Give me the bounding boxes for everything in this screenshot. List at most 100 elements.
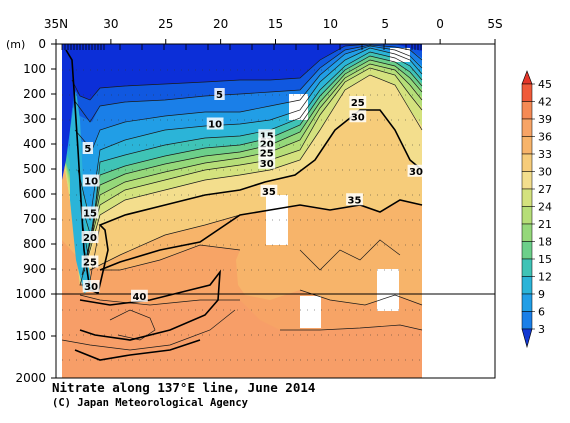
contour-label-bg (260, 184, 278, 197)
nitrate-band-below-3 (62, 44, 425, 100)
colorbar-label: 39 (538, 113, 552, 126)
x-tick-label: 30 (103, 17, 118, 31)
colorbar-segment (521, 153, 533, 172)
y-axis: 0 100 200 300 400 500 600 700 800 900 1000 1500 2000 (15, 37, 56, 385)
colorbar-segment (521, 83, 533, 102)
contour-label: 10 (208, 120, 222, 131)
contour-label-bg (346, 193, 363, 206)
colorbar-label: 9 (538, 288, 545, 301)
colorbar-label: 12 (538, 271, 552, 284)
colorbar-segment (521, 223, 533, 242)
colorbar-segment (521, 101, 533, 120)
contour-label: 35 (348, 195, 362, 206)
colorbar-label: 15 (538, 253, 552, 266)
y-tick-label: 1500 (15, 329, 46, 343)
colorbar-label: 45 (538, 78, 552, 91)
coast-gap (56, 44, 62, 378)
contour-label: 25 (351, 98, 365, 109)
y-tick-label: 800 (23, 237, 46, 251)
y-tick-label: 400 (23, 137, 46, 151)
y-axis-unit-label: (m) (6, 38, 25, 51)
colorbar-segment (521, 293, 533, 312)
colorbar-label: 21 (538, 218, 552, 231)
contour-label-bg (258, 156, 276, 169)
y-tick-label: 600 (23, 187, 46, 201)
contour-label-bg (258, 146, 276, 159)
contour-label: 30 (351, 112, 365, 123)
contour-label-bg (407, 164, 425, 177)
x-tick-label: 0 (436, 17, 444, 31)
colorbar-segment (521, 276, 533, 295)
colorbar-label: 24 (538, 201, 552, 214)
missing-data-box (300, 296, 321, 328)
colorbar-segment (521, 136, 533, 155)
colorbar-label: 30 (538, 166, 552, 179)
colorbar-segment (521, 171, 533, 190)
x-tick-label: 35N (44, 17, 68, 31)
colorbar-label: 3 (538, 323, 545, 336)
x-tick-label: 5S (487, 17, 502, 31)
contour-label-bg (131, 289, 148, 302)
contour-label: 20 (83, 233, 97, 244)
contour-label-bg (82, 142, 94, 154)
colorbar-extend-min (521, 328, 533, 349)
contour-label: 25 (260, 149, 274, 160)
y-tick-label: 0 (38, 37, 46, 51)
y-tick-label: 200 (23, 87, 46, 101)
contour-label: 5 (216, 90, 223, 101)
contour-label: 15 (260, 131, 274, 142)
x-tick-label: 5 (381, 17, 389, 31)
contour-label: 35 (262, 187, 276, 198)
y-tick-label: 700 (23, 212, 46, 226)
x-tick-label: 25 (158, 17, 173, 31)
contour-label-bg (349, 96, 367, 108)
colorbar-segment (521, 241, 533, 260)
contour-label-bg (206, 117, 224, 130)
y-tick-label: 1000 (15, 287, 46, 301)
contour-lines-major (65, 49, 423, 361)
x-tick-label: 15 (268, 17, 283, 31)
colorbar: 45 42 39 36 33 30 27 24 21 18 15 12 9 6 3 (521, 70, 552, 349)
colorbar-label: 18 (538, 236, 552, 249)
contour-label: 40 (132, 292, 146, 303)
contour-label-bg (81, 231, 99, 243)
contour-label-bg (214, 88, 225, 100)
y-tick-label: 300 (23, 112, 46, 126)
colorbar-label: 36 (538, 131, 552, 144)
x-axis: 35N 30 25 20 15 10 5 0 5S (44, 17, 503, 44)
contour-label: 15 (83, 209, 97, 220)
missing-data-box (266, 195, 288, 245)
nitrate-coastal-low (62, 44, 74, 180)
chart-title: Nitrate along 137°E line, June 2014 (52, 380, 316, 395)
contour-label-bg (82, 280, 100, 292)
contour-label-bg (81, 255, 99, 268)
missing-data-box (390, 48, 410, 62)
contour-label-bg (349, 110, 367, 123)
station-ticks (61, 44, 422, 50)
y-tick-label: 500 (23, 162, 46, 176)
colorbar-segment (521, 206, 533, 225)
contour-label: 20 (260, 140, 274, 151)
contour-label: 30 (409, 167, 423, 178)
y-tick-label: 2000 (15, 371, 46, 385)
no-data-region (422, 44, 495, 378)
colorbar-label: 33 (538, 148, 552, 161)
x-tick-label: 10 (323, 17, 338, 31)
contour-label-bg (82, 174, 100, 187)
y-tick-label: 100 (23, 62, 46, 76)
missing-data-box (377, 269, 399, 311)
x-tick-label: 20 (213, 17, 228, 31)
contour-label: 10 (84, 177, 98, 188)
colorbar-segment (521, 258, 533, 277)
colorbar-label: 6 (538, 306, 545, 319)
colorbar-segment (521, 311, 533, 330)
contour-label: 30 (260, 159, 274, 170)
copyright-notice: (C) Japan Meteorological Agency (52, 397, 248, 409)
missing-data-box (289, 94, 308, 120)
colorbar-label: 42 (538, 96, 552, 109)
y-tick-label: 900 (23, 262, 46, 276)
colorbar-segment (521, 118, 533, 137)
contour-label-bg (81, 206, 99, 219)
